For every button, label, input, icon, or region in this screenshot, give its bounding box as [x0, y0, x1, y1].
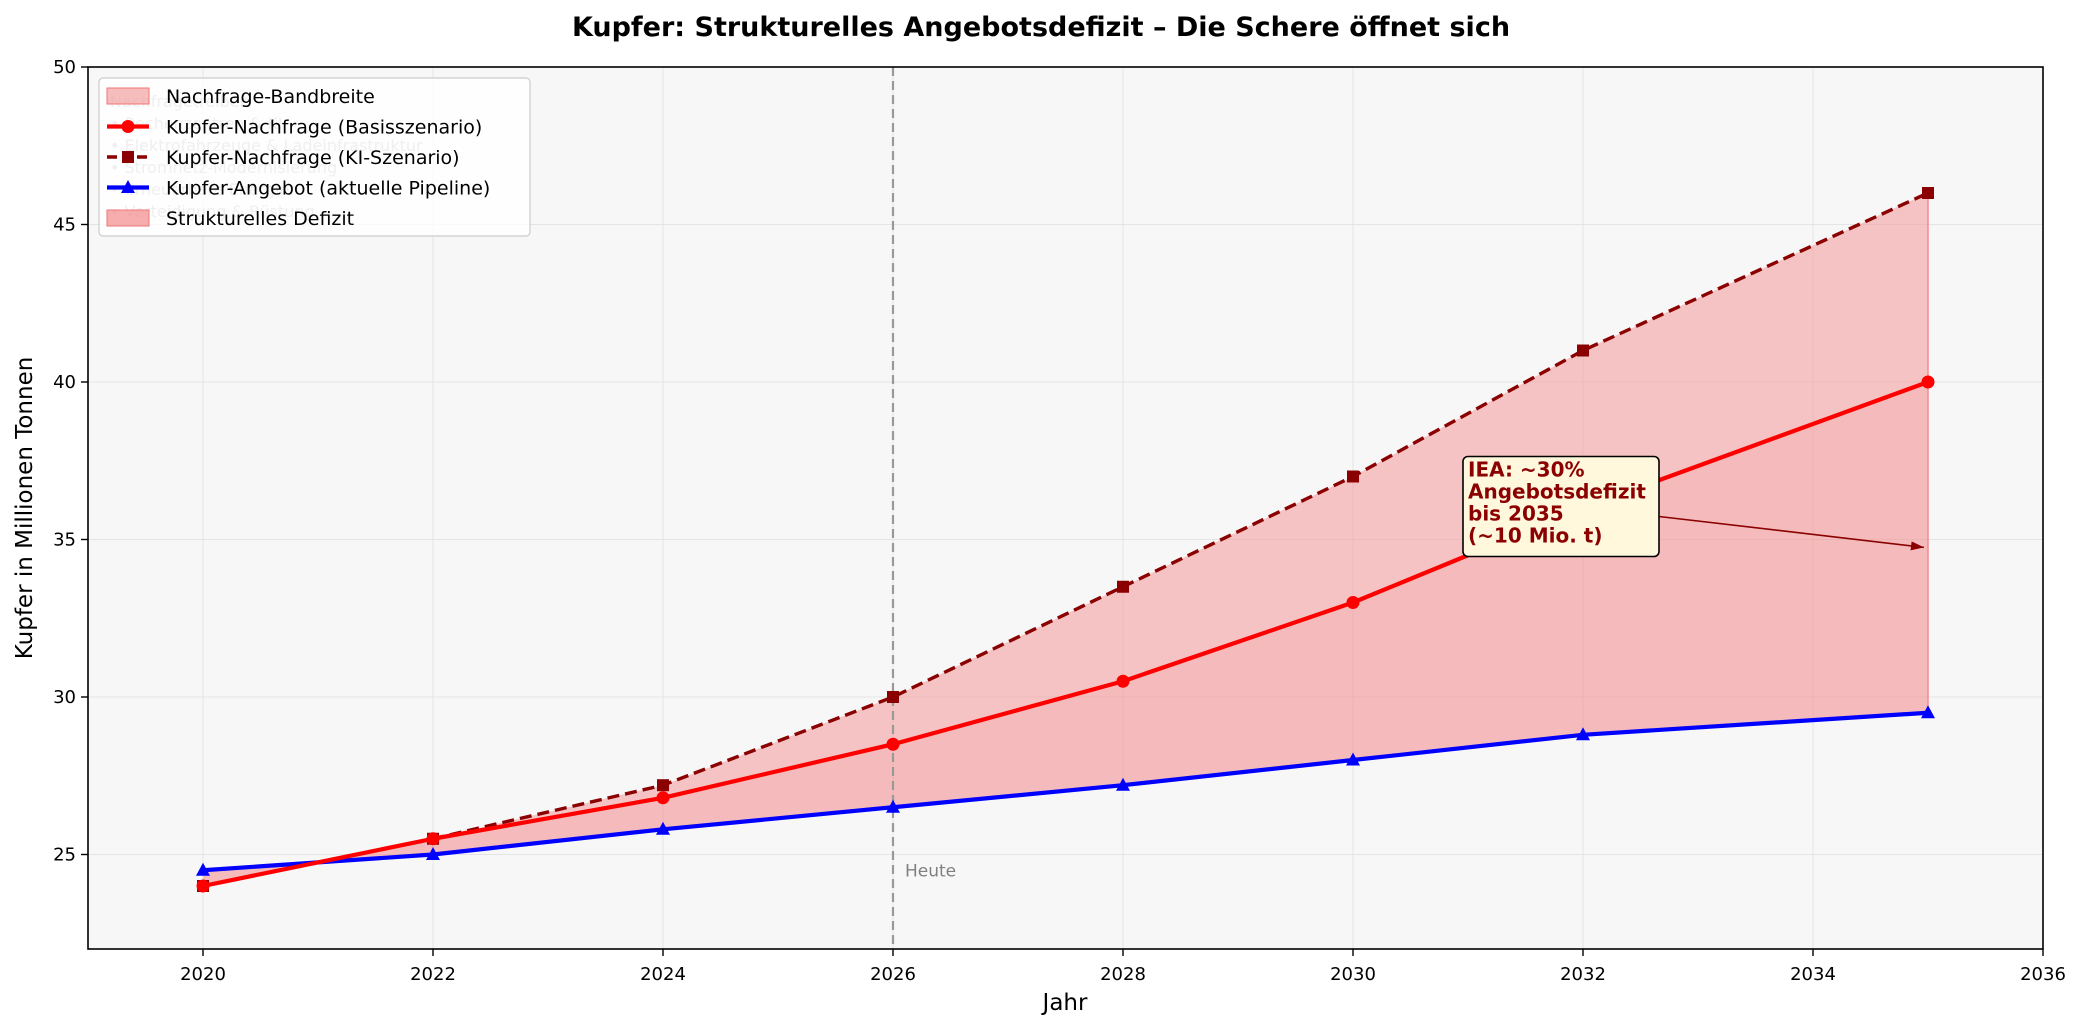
y-tick-label: 40: [53, 372, 76, 393]
y-tick-label: 50: [53, 57, 76, 78]
x-tick-label: 2034: [1790, 964, 1836, 985]
legend-swatch-marker: [122, 151, 134, 163]
legend-entry-label: Kupfer-Nachfrage (Basisszenario): [166, 117, 482, 139]
annotation-arrowhead: [1910, 541, 1924, 551]
annotation-box: [1462, 455, 1660, 558]
annotation-arrow: [1658, 515, 1925, 549]
area-structural-deficit: [203, 382, 1928, 886]
data-point-0: [886, 737, 900, 751]
x-tick-label: 2032: [1560, 964, 1606, 985]
shaded-areas: [203, 193, 1929, 886]
data-point-0: [426, 832, 440, 846]
data-point-0: [196, 879, 210, 893]
data-point-2: [886, 799, 900, 813]
y-tick-label: 35: [53, 530, 76, 551]
legend-entry-label: Kupfer-Angebot (aktuelle Pipeline): [166, 178, 490, 200]
data-point-0: [1116, 674, 1130, 688]
y-axis: 25 30 35 40 45 50: [53, 57, 88, 866]
legend-box: [98, 77, 531, 237]
data-point-0: [1921, 375, 1935, 389]
annotation-line: Angebotsdefizit: [1468, 480, 1646, 504]
y-tick-label: 25: [53, 845, 76, 866]
data-point-0: [656, 791, 670, 805]
series-line-2: [202, 710, 1929, 873]
data-point-1: [1117, 580, 1129, 593]
data-point-2: [426, 847, 440, 860]
data-point-2: [1921, 705, 1935, 719]
data-point-2: [1576, 727, 1590, 741]
data-point-0: [1346, 596, 1360, 609]
legend-swatch: [106, 209, 150, 227]
legend: Nachfrage-Bandbreite Kupfer-Nachfrage (Ba…: [98, 77, 531, 237]
data-point-1: [657, 779, 669, 792]
data-point-2: [656, 821, 670, 835]
data-point-1: [1577, 344, 1589, 357]
x-axis: 2020 2022 2024 2026 2028 2030 2032 2034 2036: [180, 949, 2066, 985]
x-axis-label: Jahr: [1041, 990, 1088, 1016]
legend-entry-label: Kupfer-Nachfrage (KI-Szenario): [166, 147, 460, 169]
y-tick-label: 30: [53, 687, 76, 708]
x-tick-label: 2028: [1100, 964, 1146, 985]
x-tick-label: 2030: [1330, 964, 1376, 985]
y-tick-label: 45: [53, 215, 76, 236]
legend-swatch: [106, 87, 150, 105]
plot-border: [87, 66, 2044, 950]
data-point-1: [1347, 470, 1359, 483]
legend-swatch-marker: [121, 120, 135, 133]
legend-entry-label: Strukturelles Defizit: [166, 208, 354, 230]
annotation-line: (~10 Mio. t): [1468, 524, 1602, 548]
y-axis-label: Kupfer in Millionen Tonnen: [12, 357, 38, 660]
legend-swatch-marker: [121, 180, 135, 193]
x-tick-label: 2024: [640, 964, 686, 985]
data-point-1: [1922, 187, 1934, 199]
x-tick-label: 2036: [2020, 964, 2066, 985]
data-point-1: [887, 691, 899, 703]
x-tick-label: 2026: [870, 964, 916, 985]
legend-entry-label: Nachfrage-Bandbreite: [166, 86, 375, 108]
x-tick-label: 2020: [180, 964, 226, 985]
annotation-line: IEA: ~30%: [1468, 458, 1585, 482]
data-point-2: [1116, 777, 1130, 791]
x-tick-label: 2022: [410, 964, 456, 985]
data-point-2: [1346, 752, 1360, 766]
data-point-2: [196, 862, 210, 876]
chart-title: Kupfer: Strukturelles Angebotsdefizit – …: [572, 12, 1510, 43]
today-label: Heute: [905, 861, 956, 881]
annotation-line: bis 2035: [1468, 502, 1564, 526]
